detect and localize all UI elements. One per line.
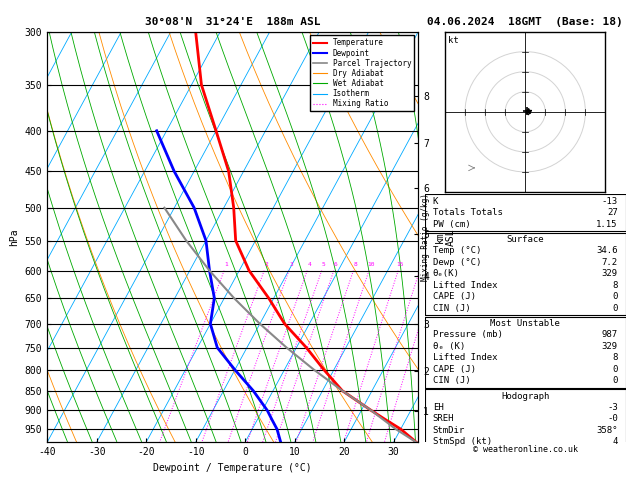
Text: 8: 8 — [613, 353, 618, 363]
Text: 1.15: 1.15 — [596, 220, 618, 229]
Text: 04.06.2024  18GMT  (Base: 18): 04.06.2024 18GMT (Base: 18) — [427, 17, 623, 27]
Text: 987: 987 — [602, 330, 618, 339]
Text: EH: EH — [433, 403, 443, 412]
Text: Hodograph: Hodograph — [501, 392, 549, 400]
Y-axis label: km
ASL: km ASL — [435, 228, 456, 246]
Text: StmSpd (kt): StmSpd (kt) — [433, 437, 492, 447]
Text: Totals Totals: Totals Totals — [433, 208, 503, 217]
Text: 0: 0 — [613, 376, 618, 385]
Text: Dewp (°C): Dewp (°C) — [433, 258, 481, 267]
Text: 15: 15 — [396, 262, 404, 267]
Text: Surface: Surface — [506, 235, 544, 244]
Text: -13: -13 — [602, 197, 618, 206]
Text: 7.2: 7.2 — [602, 258, 618, 267]
Text: CAPE (J): CAPE (J) — [433, 365, 476, 374]
Text: 34.6: 34.6 — [596, 246, 618, 256]
Text: 329: 329 — [602, 269, 618, 278]
Text: Most Unstable: Most Unstable — [490, 319, 560, 328]
Text: θₑ(K): θₑ(K) — [433, 269, 460, 278]
Text: Pressure (mb): Pressure (mb) — [433, 330, 503, 339]
Text: Temp (°C): Temp (°C) — [433, 246, 481, 256]
Legend: Temperature, Dewpoint, Parcel Trajectory, Dry Adiabat, Wet Adiabat, Isotherm, Mi: Temperature, Dewpoint, Parcel Trajectory… — [310, 35, 415, 111]
Text: 27: 27 — [607, 208, 618, 217]
Text: K: K — [433, 197, 438, 206]
Text: 8: 8 — [353, 262, 357, 267]
Text: CAPE (J): CAPE (J) — [433, 292, 476, 301]
Text: 10: 10 — [367, 262, 375, 267]
Text: CIN (J): CIN (J) — [433, 376, 470, 385]
Text: 2: 2 — [264, 262, 268, 267]
Text: 1: 1 — [225, 262, 228, 267]
Text: 4: 4 — [308, 262, 311, 267]
Text: θₑ (K): θₑ (K) — [433, 342, 465, 351]
Text: 0: 0 — [613, 304, 618, 313]
Text: 30°08'N  31°24'E  188m ASL: 30°08'N 31°24'E 188m ASL — [145, 17, 321, 27]
Text: 0: 0 — [613, 365, 618, 374]
Text: 5: 5 — [322, 262, 326, 267]
Text: 3: 3 — [289, 262, 293, 267]
Text: -0: -0 — [607, 415, 618, 423]
Text: -3: -3 — [607, 403, 618, 412]
Text: PW (cm): PW (cm) — [433, 220, 470, 229]
Text: CIN (J): CIN (J) — [433, 304, 470, 313]
Text: SREH: SREH — [433, 415, 454, 423]
Text: 4: 4 — [613, 437, 618, 447]
Text: 0: 0 — [613, 292, 618, 301]
Text: 358°: 358° — [596, 426, 618, 435]
Text: kt: kt — [448, 36, 459, 45]
X-axis label: Dewpoint / Temperature (°C): Dewpoint / Temperature (°C) — [153, 463, 312, 473]
Text: © weatheronline.co.uk: © weatheronline.co.uk — [473, 445, 577, 454]
Text: Lifted Index: Lifted Index — [433, 281, 497, 290]
Y-axis label: hPa: hPa — [9, 228, 19, 246]
Text: Mixing Ratio (g/kg): Mixing Ratio (g/kg) — [421, 193, 430, 281]
Text: 8: 8 — [613, 281, 618, 290]
Text: 329: 329 — [602, 342, 618, 351]
Text: StmDir: StmDir — [433, 426, 465, 435]
Text: 6: 6 — [334, 262, 338, 267]
Text: Lifted Index: Lifted Index — [433, 353, 497, 363]
